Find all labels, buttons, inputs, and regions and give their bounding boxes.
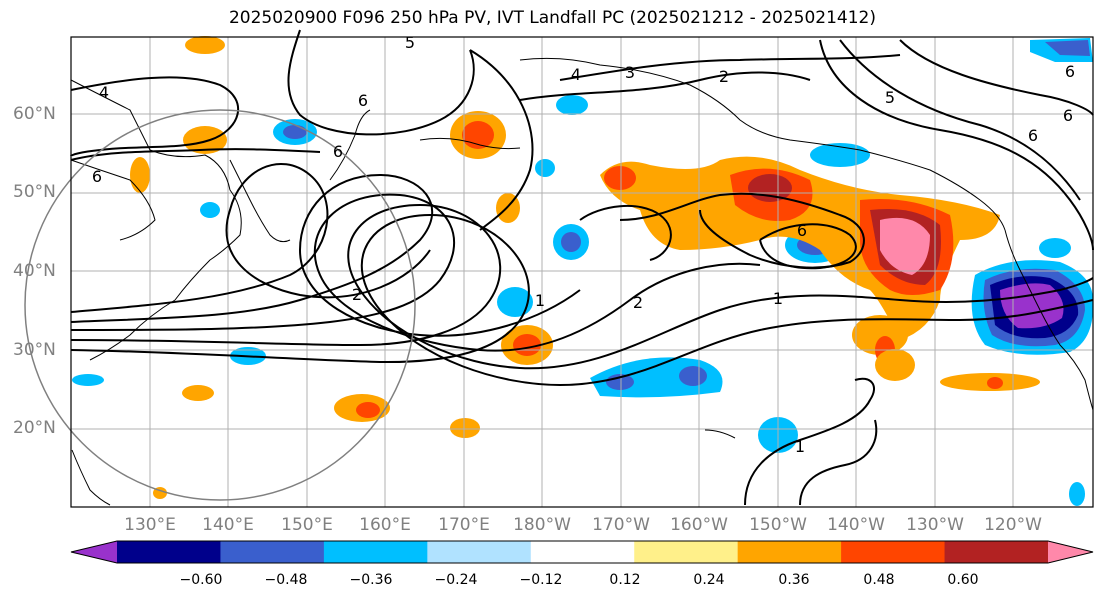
colorbar-segment — [1048, 541, 1093, 563]
lon-label: 180°W — [513, 515, 571, 535]
colorbar-segment — [737, 541, 842, 563]
colorbar-tick-label: −0.24 — [434, 572, 478, 588]
lat-label: 30°N — [13, 340, 56, 360]
colorbar-segment — [71, 541, 117, 563]
colorbar-outline — [70, 540, 1094, 564]
colorbar-segment — [530, 541, 635, 563]
pv-anomaly-shading — [72, 36, 1094, 506]
contour-label: 2 — [633, 293, 643, 312]
colorbar-segment — [944, 541, 1049, 563]
colorbar-segment — [220, 541, 325, 563]
contour-label: 6 — [1065, 62, 1075, 81]
colorbar-tick-label: −0.12 — [519, 572, 563, 588]
lon-label: 150°E — [281, 515, 333, 535]
reference-circle — [24, 109, 416, 501]
colorbar-tick-label: 0.48 — [863, 572, 895, 588]
lon-label: 130°W — [906, 515, 964, 535]
contour-label: 6 — [1063, 106, 1073, 125]
colorbar-segment — [634, 541, 739, 563]
coastlines — [70, 57, 1094, 506]
lat-label: 50°N — [13, 182, 56, 202]
pv-contours — [70, 29, 1094, 506]
lon-label: 140°E — [202, 515, 254, 535]
contour-label: 6 — [333, 142, 343, 161]
lat-label: 20°N — [13, 418, 56, 438]
colorbar-tick-label: 0.60 — [947, 572, 979, 588]
colorbar-tick-label: −0.36 — [349, 572, 393, 588]
contour-label: 2 — [719, 67, 729, 86]
lon-label: 130°E — [124, 515, 176, 535]
colorbar-tick-label: 0.36 — [778, 572, 810, 588]
colorbar-segment — [117, 541, 221, 563]
map-title: 2025020900 F096 250 hPa PV, IVT Landfall… — [228, 8, 876, 28]
colorbar-tick-label: −0.60 — [179, 572, 223, 588]
lon-label: 170°W — [592, 515, 650, 535]
contour-label-group: 5 4 3 2 6 4 6 5 6 6 6 2 6 1 2 1 1 6 — [92, 33, 1075, 456]
contour-label: 6 — [92, 167, 102, 186]
lon-label: 160°W — [670, 515, 728, 535]
colorbar-segment — [841, 541, 946, 563]
contour-label: 5 — [885, 88, 895, 107]
colorbar-segment — [323, 541, 428, 563]
colorbar-segment — [427, 541, 532, 563]
contour-label: 5 — [405, 33, 415, 52]
lon-label: 120°W — [984, 515, 1042, 535]
colorbar-tick-label: 0.24 — [693, 572, 725, 588]
lon-label: 170°E — [438, 515, 490, 535]
contour-label: 4 — [99, 83, 109, 102]
contour-label: 6 — [1028, 126, 1038, 145]
lat-label: 40°N — [13, 261, 56, 281]
lon-label: 140°W — [827, 515, 885, 535]
contour-label: 1 — [795, 437, 805, 456]
contour-label: 2 — [352, 285, 362, 304]
lon-label: 160°E — [359, 515, 411, 535]
lon-label: 150°W — [749, 515, 807, 535]
contour-label: 3 — [625, 63, 635, 82]
colorbar — [70, 540, 1094, 564]
contour-label: 1 — [535, 291, 545, 310]
graticule — [71, 37, 1093, 507]
contour-label: 6 — [358, 91, 368, 110]
contour-label: 4 — [571, 65, 581, 84]
lat-label: 60°N — [13, 104, 56, 124]
contour-label: 1 — [773, 289, 783, 308]
contour-label: 6 — [797, 221, 807, 240]
colorbar-tick-label: 0.12 — [609, 572, 641, 588]
plot-frame — [70, 36, 1094, 508]
colorbar-tick-label: −0.48 — [264, 572, 308, 588]
